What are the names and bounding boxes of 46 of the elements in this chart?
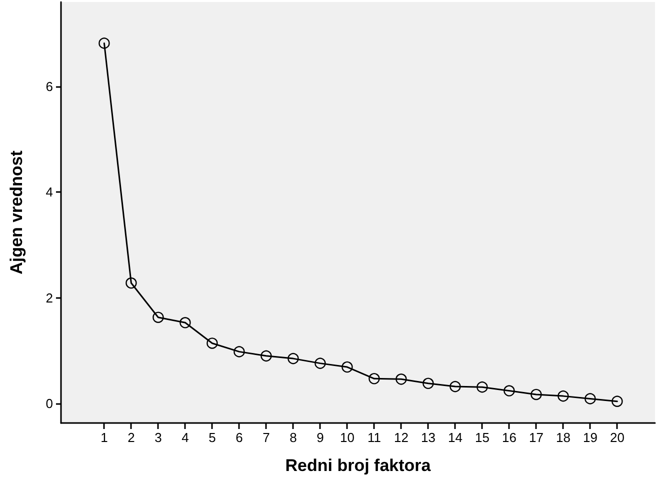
point bbox=[342, 361, 353, 373]
point bbox=[584, 393, 596, 404]
x-tick-label: 9 bbox=[316, 430, 324, 445]
x-tick-label: 12 bbox=[394, 430, 408, 445]
x-tick-label: 15 bbox=[474, 430, 490, 445]
x-tick-label: 20 bbox=[610, 430, 624, 445]
point bbox=[152, 312, 164, 323]
x-tick-label: 2 bbox=[128, 430, 135, 445]
y-axis-title: Ajgen vrednost bbox=[7, 150, 26, 274]
point bbox=[396, 374, 407, 385]
x-tick-label: 18 bbox=[556, 430, 570, 445]
point bbox=[260, 350, 272, 362]
point bbox=[206, 338, 218, 349]
x-tick-label: 5 bbox=[208, 430, 216, 445]
y-tick-label: 0 bbox=[46, 396, 53, 411]
point bbox=[476, 381, 488, 393]
point bbox=[530, 388, 542, 400]
point bbox=[612, 396, 623, 407]
point bbox=[314, 358, 326, 369]
x-tick-label: 13 bbox=[420, 430, 436, 445]
x-tick-label: 3 bbox=[154, 430, 162, 445]
point bbox=[422, 378, 434, 389]
x-tick-label: 14 bbox=[448, 430, 462, 445]
x-tick-label: 19 bbox=[582, 430, 598, 445]
y-tick-label: 6 bbox=[46, 79, 53, 94]
x-axis-title: Redni broj faktora bbox=[285, 456, 432, 475]
x-tick-label: 4 bbox=[182, 430, 189, 445]
point bbox=[368, 373, 380, 384]
point bbox=[450, 380, 461, 392]
y-tick-label: 4 bbox=[46, 184, 53, 200]
point bbox=[558, 390, 569, 402]
x-tick-label: 6 bbox=[236, 430, 243, 445]
x-tick-label: 7 bbox=[262, 430, 270, 445]
x-tick-label: 10 bbox=[340, 430, 354, 445]
x-tick-label: 17 bbox=[528, 430, 544, 445]
point bbox=[126, 277, 137, 289]
y-tick-label: 2 bbox=[46, 290, 53, 306]
point bbox=[234, 346, 245, 358]
point bbox=[98, 38, 110, 49]
point bbox=[180, 317, 191, 328]
x-tick-label: 16 bbox=[502, 430, 516, 445]
x-tick-label: 1 bbox=[100, 430, 108, 445]
x-tick-label: 11 bbox=[367, 430, 381, 445]
point bbox=[504, 385, 515, 396]
point bbox=[288, 352, 299, 364]
x-tick-label: 8 bbox=[290, 430, 297, 445]
